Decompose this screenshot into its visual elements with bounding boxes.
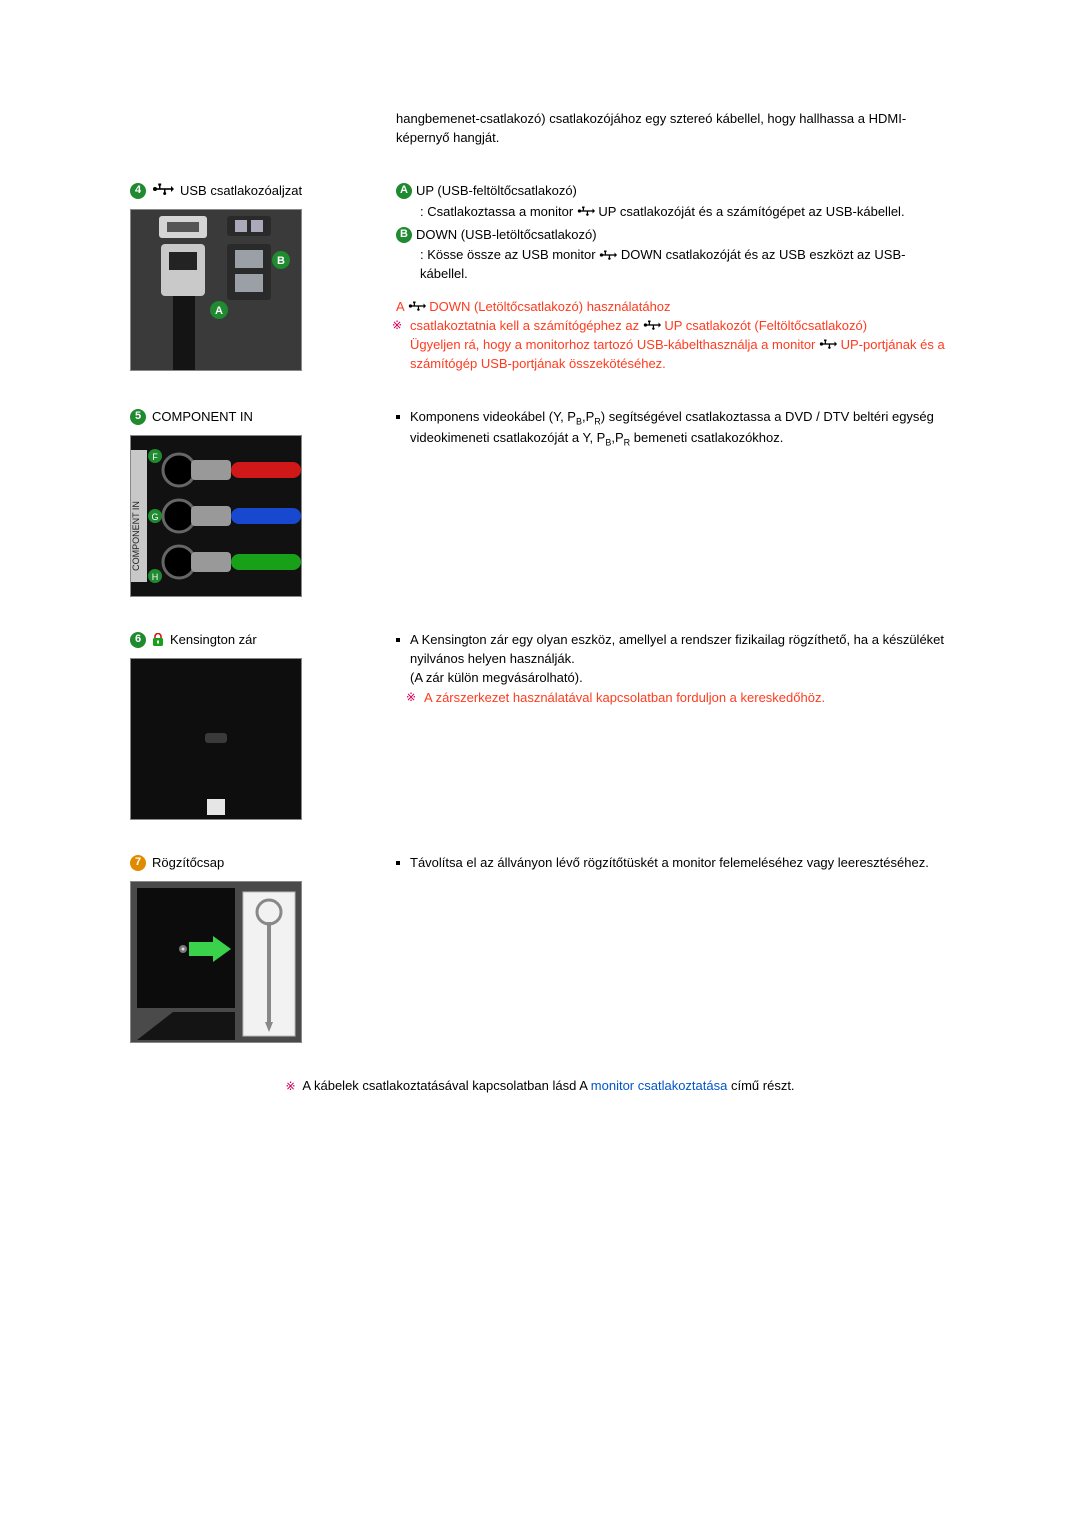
usb-icon xyxy=(599,247,617,266)
section-pin-right: Távolítsa el az állványon lévő rögzítőtü… xyxy=(390,854,950,877)
kensington-warn: A zárszerkezet használatával kapcsolatba… xyxy=(424,690,825,705)
badge-7: 7 xyxy=(130,855,146,871)
badge-5: 5 xyxy=(130,409,146,425)
badge-4: 4 xyxy=(130,183,146,199)
kensington-icon xyxy=(152,633,164,647)
note-mark-icon: ※ xyxy=(285,1079,295,1093)
section-component-left: 5 COMPONENT IN COMPONENT IN xyxy=(130,408,390,597)
section-component-heading: 5 COMPONENT IN xyxy=(130,408,390,427)
usb-icon xyxy=(408,298,426,317)
usb-icon xyxy=(152,182,174,201)
section-kensington-title: Kensington zár xyxy=(170,631,257,650)
svg-text:A: A xyxy=(215,305,223,317)
svg-text:B: B xyxy=(277,255,285,267)
badge-b: B xyxy=(396,227,412,243)
section-kensington-right: A Kensington zár egy olyan eszköz, amell… xyxy=(390,631,950,712)
section-component: 5 COMPONENT IN COMPONENT IN xyxy=(130,408,950,597)
section-usb: 4 USB csatlakozóaljzat xyxy=(130,182,950,374)
usb-down-block: B DOWN (USB-letöltőcsatlakozó) : Kösse ös… xyxy=(396,226,950,285)
usb-up-block: A UP (USB-feltöltőcsatlakozó) : Csatlakoz… xyxy=(396,182,950,222)
section-component-title: COMPONENT IN xyxy=(152,408,253,427)
footer-pre: A kábelek csatlakoztatásával kapcsolatba… xyxy=(302,1078,590,1093)
footer-post: című részt. xyxy=(727,1078,794,1093)
section-pin-title: Rögzítőcsap xyxy=(152,854,224,873)
thumb-kensington xyxy=(130,658,302,820)
usb-warning: A DOWN (Letöltőcsatlakozó) használatához… xyxy=(396,298,950,374)
section-kensington-left: 6 Kensington zár xyxy=(130,631,390,820)
thumb-component: COMPONENT IN F G H xyxy=(130,435,302,597)
section-component-right: Komponens videokábel (Y, PB,PR) segítség… xyxy=(390,408,950,453)
usb-icon xyxy=(643,317,661,336)
section-usb-left: 4 USB csatlakozóaljzat xyxy=(130,182,390,371)
usb-down-head: DOWN (USB-letöltőcsatlakozó) xyxy=(416,227,597,242)
usb-down-body: : Kösse össze az USB monitor DOWN csatla… xyxy=(396,246,950,284)
usb-warn-line3: Ügyeljen rá, hogy a monitorhoz tartozó U… xyxy=(396,336,950,374)
section-kensington: 6 Kensington zár xyxy=(130,631,950,820)
intro-paragraph: hangbemenet-csatlakozó) csatlakozójához … xyxy=(130,110,950,148)
usb-warn-line2: ※ csatlakoztatnia kell a számítógéphez a… xyxy=(396,317,950,336)
footer-link[interactable]: monitor csatlakoztatása xyxy=(591,1078,728,1093)
usb-icon xyxy=(819,336,837,355)
kensington-body: A Kensington zár egy olyan eszköz, amell… xyxy=(396,631,950,708)
usb-up-body: : Csatlakoztassa a monitor UP csatlakozó… xyxy=(396,203,950,222)
usb-icon xyxy=(577,203,595,222)
usb-warn-line1: A DOWN (Letöltőcsatlakozó) használatához xyxy=(396,298,950,317)
badge-a: A xyxy=(396,183,412,199)
footer-note: ※ A kábelek csatlakoztatásával kapcsolat… xyxy=(130,1077,950,1096)
note-mark-icon: ※ xyxy=(406,689,416,706)
section-kensington-heading: 6 Kensington zár xyxy=(130,631,390,650)
section-usb-title: USB csatlakozóaljzat xyxy=(180,182,302,201)
svg-text:F: F xyxy=(152,452,158,462)
intro-text: hangbemenet-csatlakozó) csatlakozójához … xyxy=(396,111,906,145)
svg-text:G: G xyxy=(151,512,158,522)
component-body: Komponens videokábel (Y, PB,PR) segítség… xyxy=(396,408,950,449)
section-usb-heading: 4 USB csatlakozóaljzat xyxy=(130,182,390,201)
section-pin: 7 Rögzítőcsap xyxy=(130,854,950,1043)
section-pin-left: 7 Rögzítőcsap xyxy=(130,854,390,1043)
thumb-pin xyxy=(130,881,302,1043)
badge-6: 6 xyxy=(130,632,146,648)
usb-up-head: UP (USB-feltöltőcsatlakozó) xyxy=(416,183,577,198)
svg-text:COMPONENT IN: COMPONENT IN xyxy=(131,501,141,571)
thumb-usb: A B xyxy=(130,209,302,371)
section-usb-right: A UP (USB-feltöltőcsatlakozó) : Csatlakoz… xyxy=(390,182,950,374)
page: hangbemenet-csatlakozó) csatlakozójához … xyxy=(0,0,1080,1528)
svg-text:H: H xyxy=(152,572,159,582)
pin-body: Távolítsa el az állványon lévő rögzítőtü… xyxy=(396,854,950,873)
section-pin-heading: 7 Rögzítőcsap xyxy=(130,854,390,873)
note-mark-icon: ※ xyxy=(392,317,402,334)
